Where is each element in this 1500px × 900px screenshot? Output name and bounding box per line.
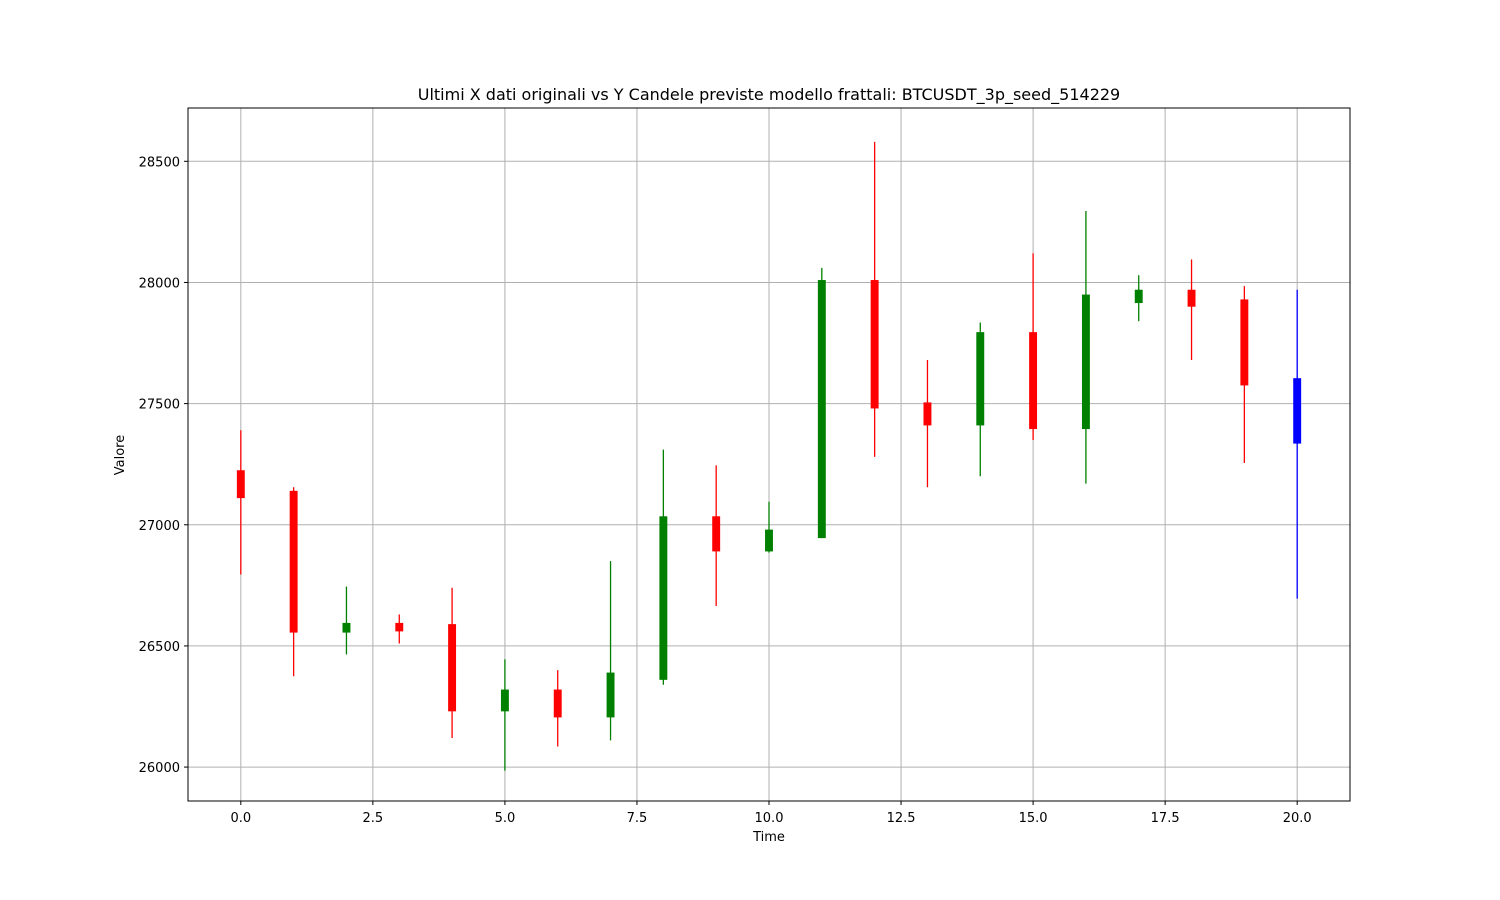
candle-body	[1081, 294, 1090, 430]
chart-title: Ultimi X dati originali vs Y Candele pre…	[418, 85, 1120, 105]
candle-body	[1293, 378, 1302, 444]
candle-body	[342, 622, 351, 633]
x-tick-label: 15.0	[1019, 811, 1048, 826]
y-axis-label: Valore	[113, 435, 128, 475]
x-tick-label: 10.0	[755, 811, 784, 826]
y-tick-label: 27000	[139, 519, 180, 534]
x-tick-label: 5.0	[495, 811, 516, 826]
candle-body	[289, 490, 298, 633]
x-tick-label: 0.0	[230, 811, 251, 826]
candle-body	[1134, 289, 1143, 304]
grid-lines	[188, 108, 1350, 801]
x-axis-label: Time	[752, 830, 785, 845]
x-tick-label: 20.0	[1283, 811, 1312, 826]
x-tick-label: 17.5	[1151, 811, 1180, 826]
y-tick-label: 27500	[139, 398, 180, 413]
candle-body	[1187, 289, 1196, 307]
candle-body	[659, 516, 668, 680]
y-tick-label: 28500	[139, 155, 180, 170]
y-tick-label: 28000	[139, 276, 180, 291]
candle-body	[1029, 332, 1038, 430]
candles	[236, 141, 1302, 771]
candle-body	[817, 280, 826, 539]
candle-body	[500, 689, 509, 712]
candle-body	[236, 470, 245, 499]
x-tick-label: 2.5	[363, 811, 384, 826]
candle-body	[395, 622, 404, 632]
candle-body	[923, 402, 932, 426]
x-axis-ticks: 0.0 2.5 5.0 7.5 10.0 12.5 15.0 17.5 20.0	[230, 801, 1312, 826]
candle-body	[553, 689, 562, 718]
candle-body	[712, 516, 721, 552]
candle-body	[1240, 299, 1249, 386]
candle-body	[870, 280, 879, 409]
candle-body	[976, 332, 985, 426]
y-tick-label: 26000	[139, 761, 180, 776]
y-axis-ticks: 26000 26500 27000 27500 28000 28500	[139, 155, 188, 776]
x-tick-label: 12.5	[887, 811, 916, 826]
candle-body	[765, 529, 773, 552]
candle-body	[606, 672, 615, 718]
candle-body	[448, 624, 457, 712]
x-tick-label: 7.5	[627, 811, 648, 826]
y-tick-label: 26500	[139, 640, 180, 655]
